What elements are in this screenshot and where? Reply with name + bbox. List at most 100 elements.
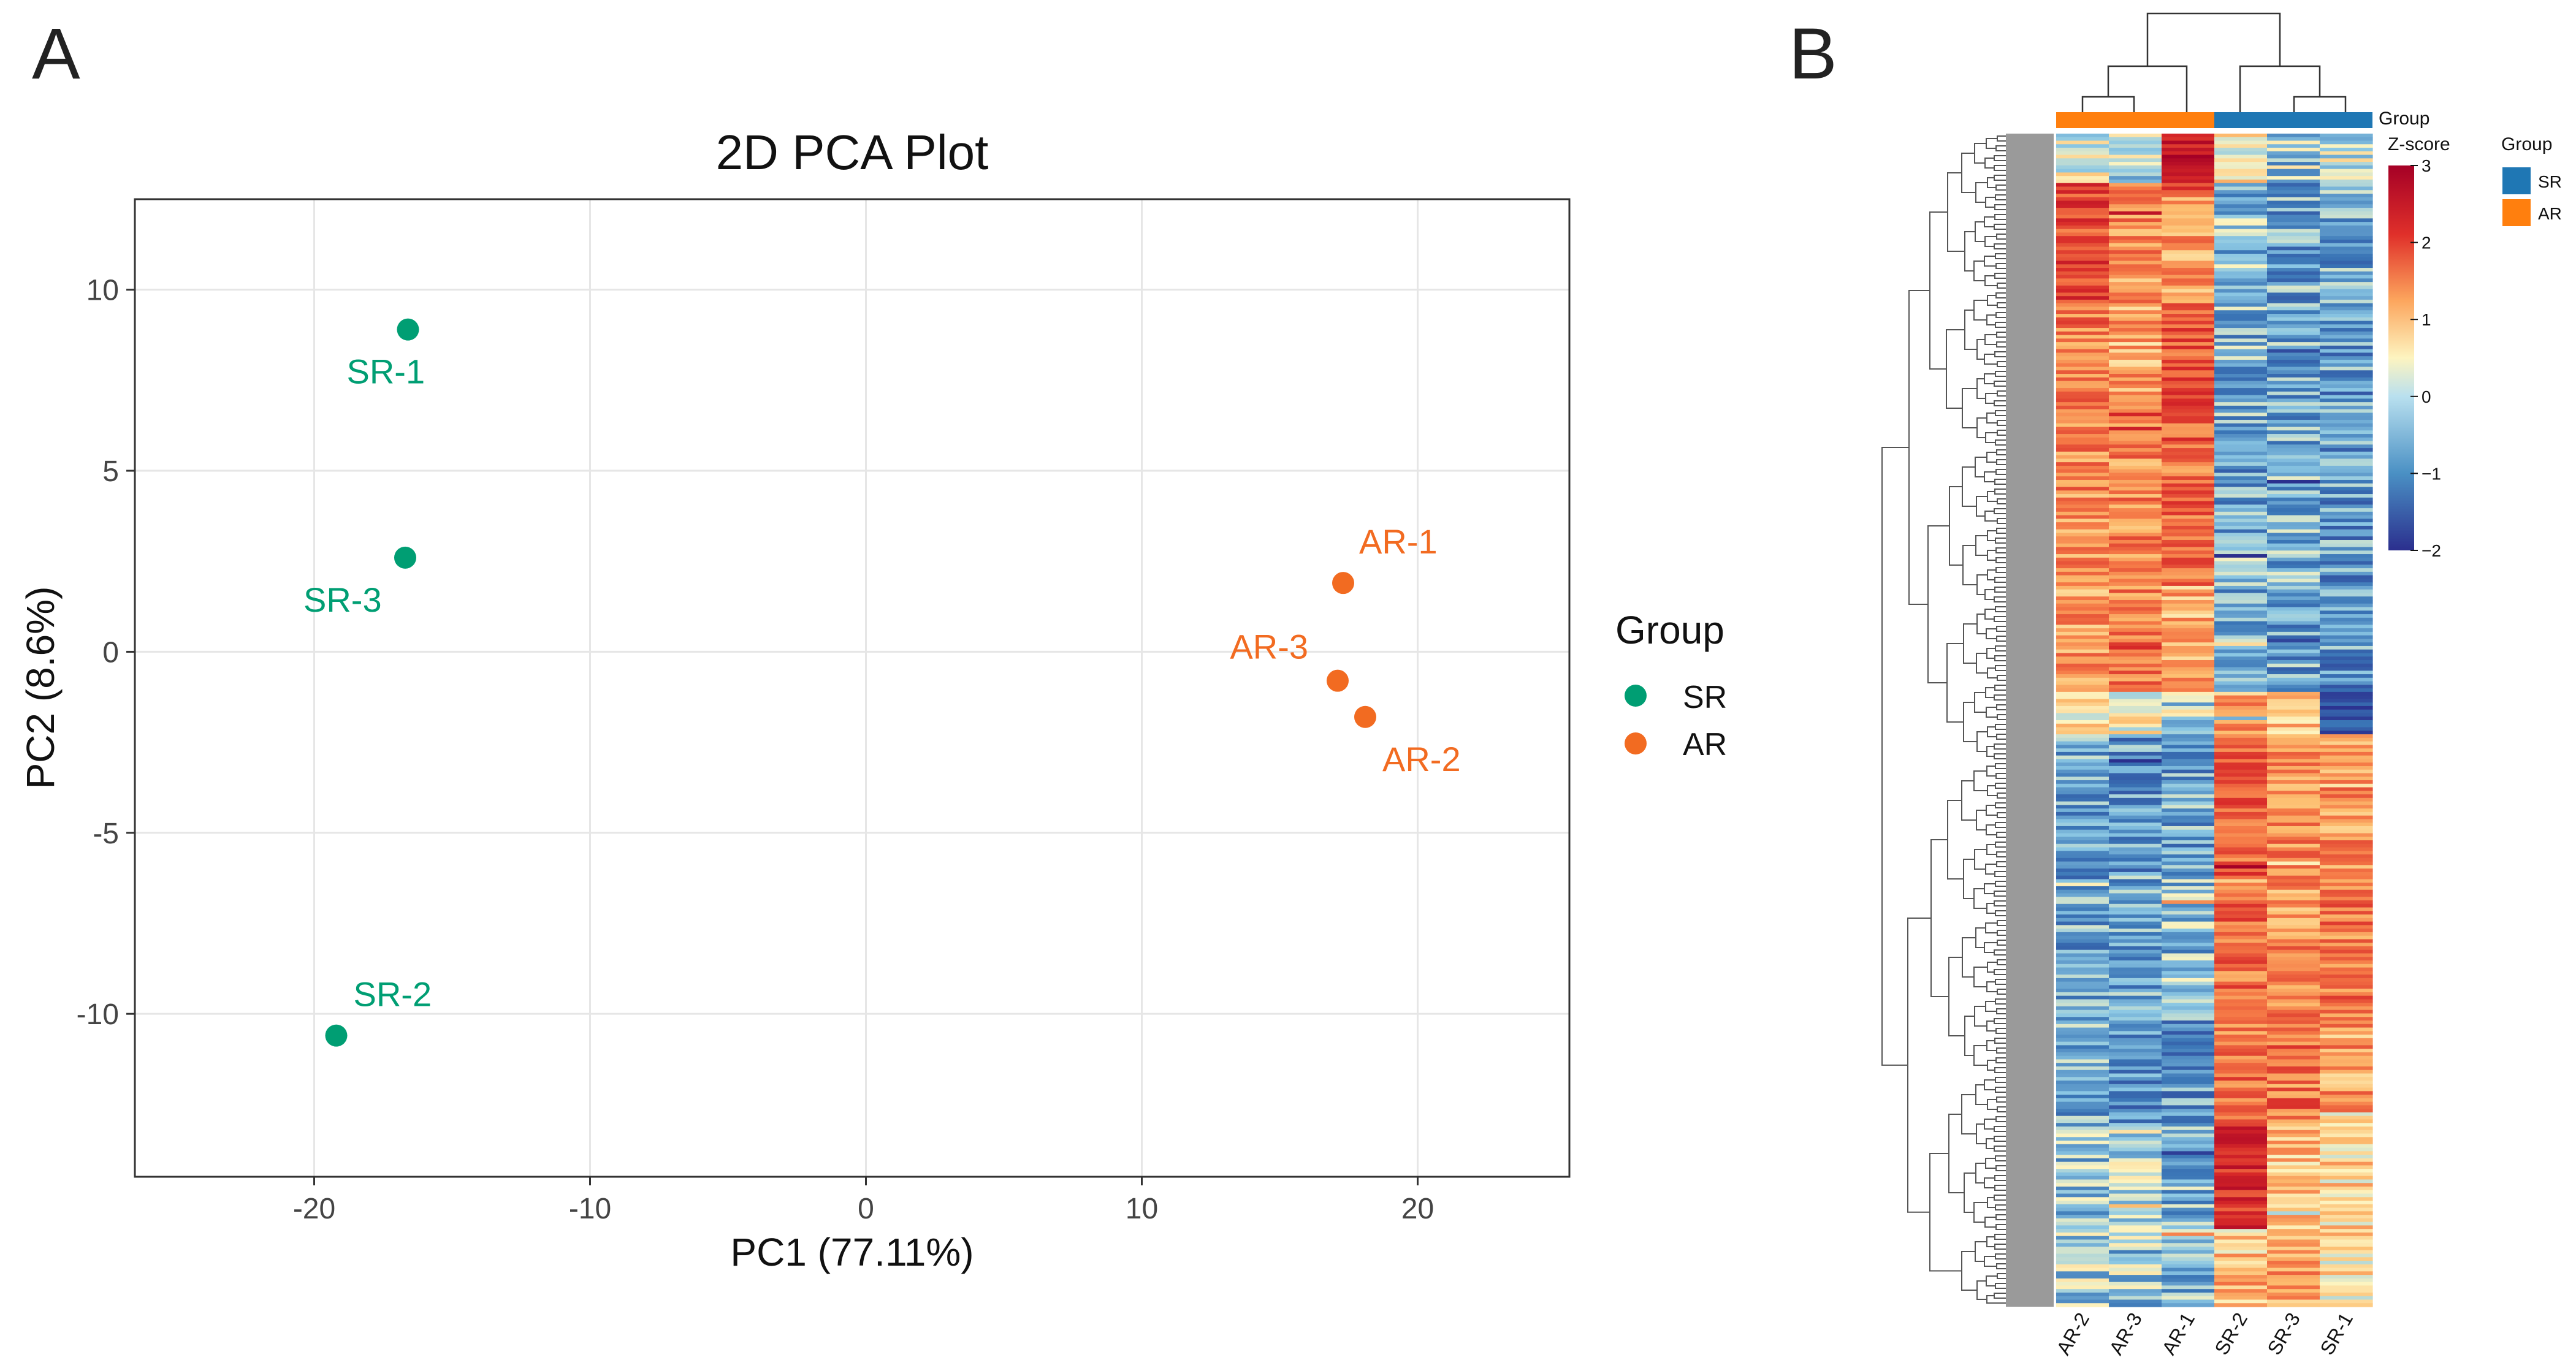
heatmap-cell: [2162, 1031, 2215, 1035]
heatmap-cell: [2214, 1055, 2268, 1060]
row-dendro-branch: [1994, 1293, 2006, 1299]
heatmap-cell: [2320, 250, 2373, 254]
row-dendro-branch: [1997, 959, 2006, 965]
heatmap-cell: [2109, 176, 2162, 180]
row-dendro-branch: [1996, 861, 2006, 867]
heatmap-cell: [2109, 1095, 2162, 1099]
heatmap-cell: [2320, 713, 2373, 717]
heatmap-cell: [2214, 533, 2268, 537]
heatmap-cell: [2162, 995, 2215, 1000]
heatmap-cell: [2162, 1130, 2215, 1134]
heatmap-cell: [2214, 1084, 2268, 1089]
heatmap-cell: [2056, 550, 2109, 555]
heatmap-cell: [2056, 515, 2109, 519]
heatmap-cell: [2109, 1299, 2162, 1304]
heatmap-cell: [2267, 165, 2320, 170]
row-dendro-branch: [1994, 616, 2006, 622]
heatmap-cell: [2109, 529, 2162, 534]
heatmap-cell: [2214, 292, 2268, 297]
heatmap-cell: [2109, 377, 2162, 382]
heatmap-cell: [2162, 702, 2215, 707]
heatmap-cell: [2320, 204, 2373, 208]
row-dendro-branch: [1994, 273, 2006, 279]
heatmap-cell: [2162, 519, 2215, 523]
heatmap-cell: [2056, 1059, 2109, 1063]
heatmap-cell: [2162, 335, 2215, 339]
heatmap-cell: [2320, 1020, 2373, 1025]
row-dendro-branch: [1994, 351, 2006, 357]
heatmap-cell: [2320, 1250, 2373, 1255]
heatmap-cell: [2267, 918, 2320, 922]
heatmap-cell: [2214, 317, 2268, 322]
heatmap-cell: [2056, 239, 2109, 244]
heatmap-cell: [2109, 794, 2162, 799]
row-dendro-branch: [1997, 390, 2006, 397]
heatmap-cell: [2214, 805, 2268, 809]
heatmap-cell: [2214, 515, 2268, 519]
heatmap-cell: [2320, 695, 2373, 700]
heatmap-cell: [2109, 525, 2162, 530]
pca-title: 2D PCA Plot: [716, 125, 989, 180]
row-dendro-branch: [1995, 1077, 2006, 1083]
heatmap-cell: [2056, 465, 2109, 470]
heatmap-cell: [2162, 720, 2215, 724]
heatmap-cell: [2320, 748, 2373, 753]
heatmap-cell: [2109, 215, 2162, 219]
heatmap-cell: [2162, 561, 2215, 565]
heatmap-cell: [2109, 946, 2162, 951]
heatmap-cell: [2162, 967, 2215, 971]
heatmap-cell: [2109, 1179, 2162, 1184]
heatmap-cell: [2056, 780, 2109, 785]
row-dendro-branch: [1995, 1204, 2006, 1210]
heatmap-cell: [2109, 246, 2162, 251]
heatmap-cell: [2056, 525, 2109, 530]
heatmap-cell: [2109, 229, 2162, 234]
heatmap-cell: [2162, 370, 2215, 374]
heatmap-cell: [2320, 215, 2373, 219]
heatmap-cell: [2109, 278, 2162, 283]
heatmap-cell: [2267, 236, 2320, 240]
heatmap-cell: [2162, 815, 2215, 820]
pca-legend-ar-marker: [1625, 732, 1647, 754]
heatmap-cell: [2162, 536, 2215, 541]
heatmap-cell: [2162, 677, 2215, 682]
heatmap-cell: [2056, 561, 2109, 565]
heatmap-cell: [2109, 324, 2162, 329]
heatmap-cell: [2109, 412, 2162, 417]
heatmap-cell: [2320, 685, 2373, 689]
heatmap-cell: [2267, 925, 2320, 929]
heatmap-cell: [2320, 1009, 2373, 1014]
heatmap-cell: [2214, 335, 2268, 339]
heatmap-cell: [2162, 699, 2215, 703]
row-dendro-branch: [1995, 1028, 2006, 1034]
heatmap-cell: [2214, 144, 2268, 148]
heatmap-cell: [2056, 854, 2109, 859]
row-dendro-branch: [1984, 1079, 1995, 1090]
heatmap-cell: [2320, 1041, 2373, 1046]
heatmap-cell: [2214, 165, 2268, 170]
heatmap-cell: [2320, 200, 2373, 205]
heatmap-cell: [2320, 388, 2373, 392]
heatmap-cell: [2320, 1038, 2373, 1043]
heatmap-cell: [2162, 1183, 2215, 1187]
heatmap-cell: [2109, 409, 2162, 414]
heatmap-cell: [2162, 1169, 2215, 1173]
heatmap-cell: [2056, 1186, 2109, 1191]
heatmap-cell: [2109, 179, 2162, 184]
heatmap-cell: [2267, 889, 2320, 894]
heatmap-cell: [2320, 1155, 2373, 1159]
row-dendro-branch: [1994, 1175, 2006, 1181]
heatmap-cell: [2056, 434, 2109, 438]
heatmap-cell: [2267, 441, 2320, 445]
heatmap-cell: [2214, 338, 2268, 343]
heatmap-cell: [2214, 222, 2268, 226]
heatmap-cell: [2267, 1049, 2320, 1053]
heatmap-cell: [2162, 1296, 2215, 1301]
heatmap-cell: [2267, 780, 2320, 785]
heatmap-cell: [2162, 200, 2215, 205]
heatmap-cell: [2320, 1105, 2373, 1109]
heatmap-cell: [2056, 314, 2109, 318]
heatmap-cell: [2056, 1020, 2109, 1025]
heatmap-cell: [2162, 462, 2215, 466]
heatmap-cell: [2267, 823, 2320, 827]
